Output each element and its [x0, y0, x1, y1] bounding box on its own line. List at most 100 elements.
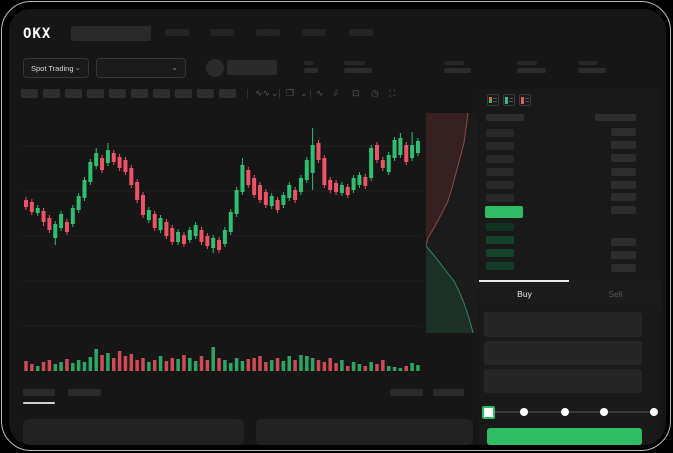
fullscreen-icon[interactable]: ⛶: [389, 88, 396, 98]
ticker-stat-2: [344, 61, 372, 73]
stat-label-placeholder: [344, 61, 365, 65]
trades-row-10[interactable]: [611, 264, 636, 272]
timeframe-button-1[interactable]: [21, 89, 38, 98]
ticker-stat-4: [517, 61, 546, 73]
trade-tabs: Buy Sell: [479, 282, 661, 306]
trades-row-2[interactable]: [611, 141, 636, 149]
stat-value-placeholder: [344, 68, 372, 73]
trades-row-9[interactable]: [611, 251, 636, 259]
timeframe-button-4[interactable]: [87, 89, 104, 98]
timeframe-button-5[interactable]: [109, 89, 126, 98]
chevron-down-icon[interactable]: ⌄: [271, 88, 279, 98]
nav-menu-item-3[interactable]: [256, 29, 280, 36]
nav-search-placeholder[interactable]: [71, 26, 151, 41]
amount-slider-track[interactable]: [488, 411, 656, 413]
orderbook-header-left: [486, 114, 524, 121]
stat-value-placeholder: [578, 68, 606, 73]
bottom-tab-4[interactable]: [433, 389, 464, 396]
ticker-stat-5: [578, 61, 606, 73]
bottom-panel-block-2: [256, 419, 473, 445]
timeframe-button-3[interactable]: [65, 89, 82, 98]
stat-value-placeholder: [444, 68, 471, 73]
trades-row-1[interactable]: [611, 128, 636, 136]
timeframe-button-8[interactable]: [175, 89, 192, 98]
slider-step-1[interactable]: [520, 408, 528, 416]
order-book-panel: Buy Sell: [479, 89, 661, 445]
orderbook-view-asks-icon[interactable]: [519, 94, 531, 106]
slider-step-3[interactable]: [600, 408, 608, 416]
nav-menu-item-1[interactable]: [165, 29, 189, 36]
depth-chart: [425, 112, 478, 334]
pair-name-placeholder: [227, 60, 277, 75]
toolbar-divider: [310, 89, 311, 99]
ask-row-3[interactable]: [486, 155, 514, 163]
chevron-down-icon: ⌄: [171, 63, 178, 72]
stat-label-placeholder: [578, 61, 598, 65]
buy-tab-indicator: [479, 280, 569, 282]
stat-value-placeholder: [517, 68, 546, 73]
timeframe-button-10[interactable]: [219, 89, 236, 98]
ask-row-5[interactable]: [486, 181, 514, 189]
bid-row-1[interactable]: [486, 223, 514, 231]
timeframe-button-9[interactable]: [197, 89, 214, 98]
trades-row-6[interactable]: [611, 193, 636, 201]
bid-row-3[interactable]: [486, 249, 514, 257]
depth-svg: [425, 112, 474, 334]
last-price-indicator: [485, 206, 523, 218]
ticker-stat-1: [304, 61, 318, 73]
orderbook-view-both-icon[interactable]: [487, 94, 499, 106]
snapshot-icon[interactable]: ⊡: [352, 88, 360, 98]
timeframe-button-2[interactable]: [43, 89, 60, 98]
stat-value-placeholder: [304, 68, 318, 73]
trades-row-8[interactable]: [611, 238, 636, 246]
slider-step-4[interactable]: [650, 408, 658, 416]
market-type-label: Spot Trading: [31, 63, 74, 73]
slider-step-2[interactable]: [561, 408, 569, 416]
orderbook-view-bids-icon[interactable]: [503, 94, 515, 106]
bid-row-2[interactable]: [486, 236, 514, 244]
bottom-tab-1[interactable]: [23, 389, 55, 396]
trades-row-5[interactable]: [611, 181, 636, 189]
order-input-3[interactable]: [484, 369, 642, 393]
ask-row-1[interactable]: [486, 129, 514, 137]
bottom-tab-3[interactable]: [390, 389, 423, 396]
tab-sell[interactable]: Sell: [608, 289, 623, 299]
clock-icon[interactable]: ◷: [371, 88, 379, 98]
draw-tool-icon[interactable]: ⫽: [334, 88, 339, 98]
chevron-down-icon: ⌄: [74, 63, 81, 72]
slider-handle[interactable]: [482, 406, 495, 419]
ask-row-6[interactable]: [486, 194, 514, 202]
orderbook-header-right: [595, 114, 636, 121]
nav-menu-item-4[interactable]: [302, 29, 326, 36]
tab-buy[interactable]: Buy: [517, 289, 532, 299]
trades-row-7[interactable]: [611, 206, 636, 214]
nav-menu-item-2[interactable]: [210, 29, 234, 36]
nav-menu-item-5[interactable]: [349, 29, 373, 36]
timeframe-button-7[interactable]: [153, 89, 170, 98]
bottom-tab-2[interactable]: [68, 389, 101, 396]
coin-avatar: [206, 59, 224, 77]
ask-row-2[interactable]: [486, 142, 514, 150]
candle-type-icon[interactable]: ❐: [286, 88, 295, 98]
pair-select-dropdown[interactable]: ⌄: [96, 58, 186, 78]
okx-logo: OKX: [23, 26, 52, 42]
stat-label-placeholder: [304, 61, 314, 65]
line-tool-icon[interactable]: ∿: [316, 88, 324, 98]
order-input-2[interactable]: [484, 341, 642, 365]
trades-row-4[interactable]: [611, 168, 636, 176]
toolbar-divider: [279, 89, 280, 99]
trading-app-window: OKX Spot Trading ⌄ ⌄ ∿∿ ⌄ ❐ ⌄ ∿ ⫽ ⊡ ◷ ⛶: [9, 9, 666, 445]
active-tab-underline: [23, 402, 55, 404]
stat-label-placeholder: [444, 61, 464, 65]
order-input-1[interactable]: [484, 312, 642, 337]
chevron-down-icon[interactable]: ⌄: [300, 88, 308, 98]
market-type-dropdown[interactable]: Spot Trading ⌄: [23, 58, 89, 78]
buy-submit-button[interactable]: [487, 428, 642, 445]
timeframe-button-6[interactable]: [131, 89, 148, 98]
trades-row-3[interactable]: [611, 154, 636, 162]
bid-row-4[interactable]: [486, 262, 514, 270]
candlestick-chart: [21, 128, 423, 371]
ask-row-4[interactable]: [486, 168, 514, 176]
indicators-icon[interactable]: ∿∿: [255, 88, 271, 98]
